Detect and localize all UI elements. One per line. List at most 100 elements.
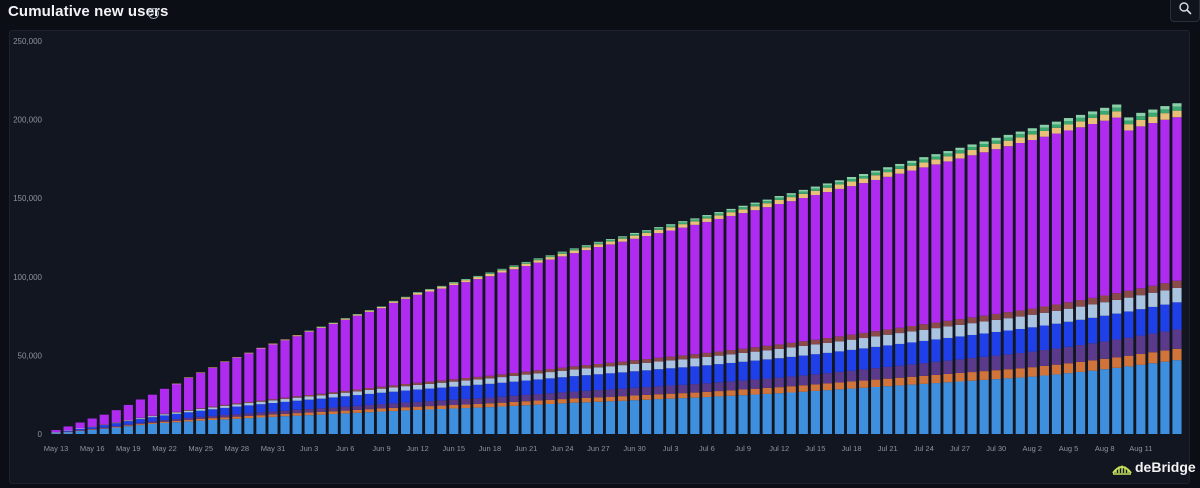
bar-segment[interactable] (666, 385, 676, 394)
bar-segment[interactable] (280, 397, 290, 400)
bar-segment[interactable] (400, 384, 411, 387)
bar-segment[interactable] (569, 376, 579, 392)
bar-segment[interactable] (569, 398, 579, 403)
bar-segment[interactable] (473, 276, 483, 278)
bar-segment[interactable] (846, 181, 857, 187)
bar-segment[interactable] (726, 362, 736, 382)
bar-segment[interactable] (1172, 110, 1182, 118)
bar-segment[interactable] (473, 407, 483, 434)
bar-segment[interactable] (461, 282, 471, 379)
bar-segment[interactable] (1088, 360, 1098, 371)
bar-segment[interactable] (364, 393, 374, 405)
bar-segment[interactable] (256, 401, 266, 405)
bar-segment[interactable] (497, 374, 507, 378)
bar-segment[interactable] (642, 370, 652, 388)
bar-segment[interactable] (497, 270, 507, 273)
bar-segment[interactable] (581, 375, 591, 391)
bar-segment[interactable] (147, 421, 158, 423)
bar-segment[interactable] (1075, 114, 1086, 118)
bar-segment[interactable] (774, 393, 784, 434)
bar-segment[interactable] (328, 392, 338, 394)
bar-segment[interactable] (690, 354, 700, 359)
bar-segment[interactable] (846, 339, 857, 350)
bar-segment[interactable] (232, 418, 242, 434)
bar-segment[interactable] (702, 397, 712, 434)
bar-segment[interactable] (859, 332, 869, 339)
bar-segment[interactable] (774, 344, 784, 349)
bar-segment[interactable] (750, 351, 760, 361)
bar-segment[interactable] (1039, 312, 1049, 326)
bar-segment[interactable] (1003, 146, 1013, 313)
bar-segment[interactable] (702, 356, 712, 366)
bar-segment[interactable] (581, 245, 591, 246)
bar-segment[interactable] (485, 383, 495, 398)
bar-segment[interactable] (726, 212, 736, 216)
bar-segment[interactable] (521, 262, 531, 264)
bar-segment[interactable] (581, 250, 591, 366)
bar-segment[interactable] (979, 152, 989, 316)
bar-segment[interactable] (1027, 308, 1037, 315)
bar-segment[interactable] (220, 405, 230, 408)
bar-segment[interactable] (557, 256, 567, 368)
bar-segment[interactable] (545, 393, 555, 400)
bar-segment[interactable] (569, 366, 579, 370)
bar-segment[interactable] (991, 149, 1001, 314)
bar-segment[interactable] (895, 327, 905, 334)
bar-segment[interactable] (895, 168, 905, 174)
bar-segment[interactable] (1148, 112, 1158, 117)
bar-segment[interactable] (593, 397, 603, 402)
bar-segment[interactable] (449, 282, 459, 284)
bar-segment[interactable] (569, 402, 579, 434)
bar-segment[interactable] (1112, 293, 1122, 300)
bar-segment[interactable] (1148, 333, 1158, 353)
bar-segment[interactable] (316, 395, 326, 399)
bar-segment[interactable] (268, 343, 278, 345)
bar-segment[interactable] (400, 296, 411, 298)
bar-segment[interactable] (822, 338, 833, 343)
bar-segment[interactable] (497, 382, 507, 397)
bar-segment[interactable] (425, 388, 435, 402)
bar-segment[interactable] (967, 146, 977, 150)
bar-segment[interactable] (786, 376, 796, 387)
bar-segment[interactable] (762, 350, 772, 360)
bar-segment[interactable] (376, 386, 387, 389)
bar-segment[interactable] (750, 210, 760, 348)
bar-segment[interactable] (822, 390, 833, 434)
bar-segment[interactable] (979, 143, 989, 147)
bar-segment[interactable] (184, 410, 194, 413)
bar-segment[interactable] (1075, 345, 1086, 362)
bar-segment[interactable] (461, 380, 471, 386)
bar-segment[interactable] (774, 199, 784, 205)
bar-segment[interactable] (630, 400, 640, 434)
bar-segment[interactable] (810, 195, 820, 340)
bar-segment[interactable] (352, 389, 362, 392)
bar-segment[interactable] (352, 412, 362, 434)
bar-segment[interactable] (605, 373, 616, 390)
bar-segment[interactable] (376, 306, 387, 307)
bar-segment[interactable] (967, 155, 977, 318)
bar-segment[interactable] (1124, 124, 1134, 131)
bar-segment[interactable] (798, 391, 808, 434)
bar-segment[interactable] (1124, 117, 1134, 121)
bar-segment[interactable] (256, 404, 266, 413)
bar-segment[interactable] (388, 387, 399, 392)
bar-segment[interactable] (280, 399, 290, 402)
bar-segment[interactable] (413, 406, 423, 410)
bar-segment[interactable] (654, 369, 664, 387)
bar-segment[interactable] (630, 238, 640, 361)
bar-segment[interactable] (931, 154, 941, 157)
bar-segment[interactable] (232, 414, 242, 417)
bar-segment[interactable] (690, 397, 700, 434)
bar-segment[interactable] (605, 239, 616, 241)
bar-segment[interactable] (1172, 360, 1182, 434)
bar-segment[interactable] (1027, 128, 1037, 132)
bar-segment[interactable] (931, 374, 941, 384)
bar-segment[interactable] (714, 218, 724, 352)
bar-segment[interactable] (75, 430, 85, 434)
bar-segment[interactable] (1051, 364, 1062, 375)
bar-segment[interactable] (63, 431, 73, 432)
bar-segment[interactable] (569, 253, 579, 367)
bar-segment[interactable] (87, 426, 97, 428)
bar-segment[interactable] (714, 212, 724, 214)
bar-segment[interactable] (135, 399, 145, 418)
